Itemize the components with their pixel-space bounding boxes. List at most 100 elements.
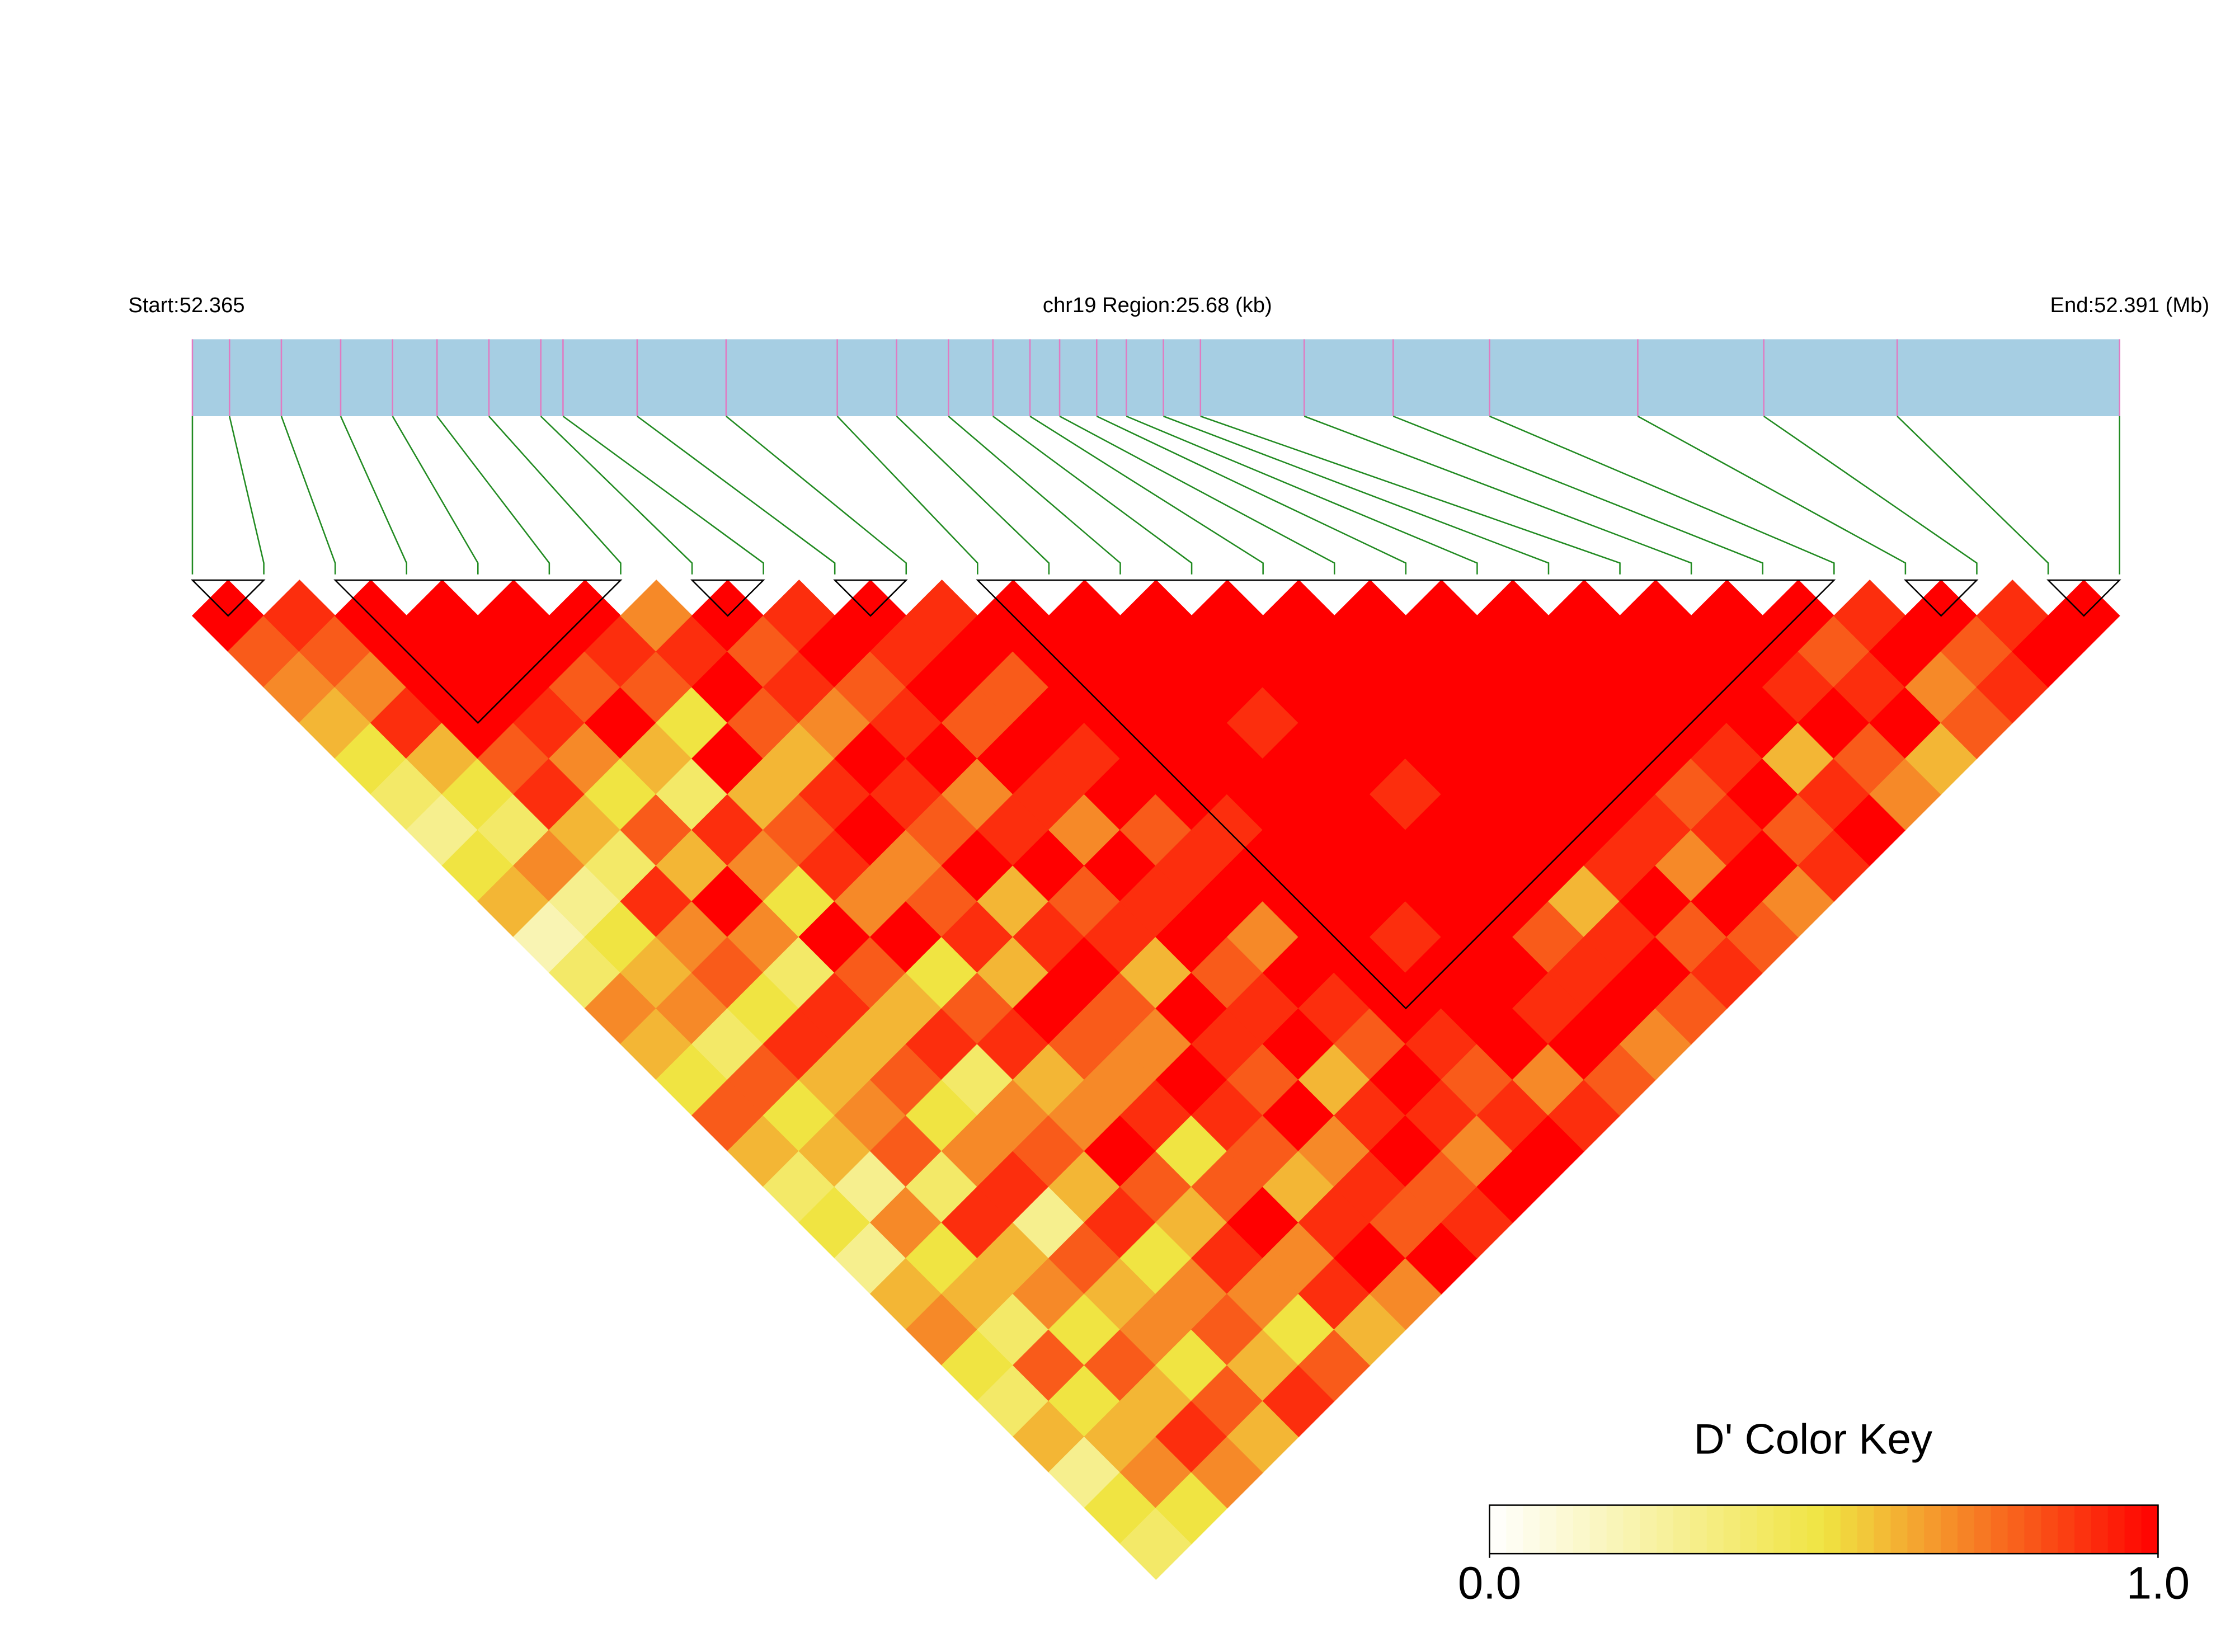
colorbar-step (2007, 1505, 2025, 1554)
ld-cell (763, 579, 836, 652)
colorbar-step (1506, 1505, 1524, 1554)
ld-cell (1619, 579, 1692, 652)
ld-cell (691, 865, 764, 938)
ld-cell (1619, 651, 1692, 724)
ld-cell (905, 651, 978, 724)
ld-cell (1691, 579, 1763, 652)
snp-link (1763, 415, 1978, 575)
snp-link (1897, 416, 2049, 575)
snp-link (1200, 415, 1621, 575)
ld-block (690, 579, 765, 617)
ld-cell (905, 793, 978, 867)
ld-cell (1048, 865, 1121, 938)
colorbar-step (2107, 1505, 2125, 1554)
ld-cell (1262, 936, 1335, 1009)
ld-cell (1798, 686, 1871, 759)
ld-cell (477, 579, 550, 652)
ld-cell (727, 686, 800, 759)
ld-cell (227, 615, 300, 688)
snp-link (992, 415, 1193, 575)
colorbar-step (2091, 1505, 2109, 1554)
ld-cell (1833, 579, 1906, 652)
ld-cell (869, 829, 943, 902)
snp-link (488, 416, 622, 575)
snp-link (1059, 415, 1335, 575)
ld-cell (1262, 1364, 1335, 1437)
ld-cell (2012, 615, 2085, 688)
ld-cell (1547, 579, 1621, 652)
ld-cell (798, 686, 871, 759)
colorbar-step (2041, 1505, 2059, 1554)
colorbar-step (1723, 1505, 1741, 1554)
colorbar-step (1857, 1505, 1875, 1554)
ld-cell (1262, 1008, 1335, 1081)
colorbar-step (1790, 1505, 1808, 1554)
ld-cell (406, 793, 479, 867)
colorbar-step (1991, 1505, 2008, 1554)
ld-cell (584, 686, 657, 759)
ld-cell (941, 615, 1014, 688)
colorbar-step (1807, 1505, 1825, 1554)
ld-cell (1262, 793, 1335, 867)
ld-cell (1262, 722, 1335, 795)
ld-cell (691, 1008, 764, 1081)
snp-link (1029, 415, 1264, 575)
ld-cell (1476, 651, 1550, 724)
snp-link (637, 415, 836, 575)
ld-cell (691, 651, 764, 724)
ld-cell (1155, 615, 1228, 688)
colorbar-step (1957, 1505, 1975, 1554)
ld-cell (1048, 722, 1121, 795)
ld-cell (905, 1008, 978, 1081)
ld-cell (1512, 757, 1585, 831)
ld-cell (941, 686, 1014, 759)
ld-cell (263, 651, 336, 724)
colorbar-step (1924, 1505, 1942, 1554)
ld-cell (905, 1150, 978, 1223)
colorbar-step (1673, 1505, 1691, 1554)
ld-cell (1833, 793, 1906, 867)
snp-link (340, 416, 407, 575)
snp-link (1392, 415, 1763, 575)
colorbar-step (1523, 1505, 1541, 1554)
ld-cell (691, 722, 764, 795)
ld-cell (1762, 865, 1835, 938)
ld-cell (869, 615, 943, 688)
ld-cell (869, 972, 943, 1045)
ld-cell (763, 651, 836, 724)
colorbar-step (1640, 1505, 1658, 1554)
ld-cell (1298, 1043, 1371, 1116)
ld-cell (1869, 686, 1942, 759)
ld-cell (441, 615, 515, 688)
snp-link (280, 416, 336, 575)
colorbar-step (1740, 1505, 1758, 1554)
ld-cell (1298, 1329, 1371, 1402)
colorbar-frame (1489, 1504, 2159, 1555)
ld-block (1903, 579, 1979, 617)
ld-cell (1833, 651, 1906, 724)
gene-track (192, 339, 2120, 416)
ld-cell (1976, 579, 2049, 652)
colorbar-step (1489, 1505, 1507, 1554)
ld-cell (1512, 901, 1585, 973)
colorbar-step (1540, 1505, 1558, 1554)
ld-cell (834, 1222, 907, 1295)
ld-cell (869, 901, 943, 973)
snp-link (1096, 415, 1407, 575)
ld-block (333, 579, 623, 724)
colorbar-step (2074, 1505, 2092, 1554)
ld-cell (1048, 936, 1121, 1009)
colorbar-step (1706, 1505, 1724, 1554)
region-label: chr19 Region:25.68 (kb) (1043, 293, 1272, 317)
ld-cell (1976, 651, 2049, 724)
ld-cell (1655, 615, 1728, 688)
ld-cell (1262, 579, 1335, 652)
ld-cell (834, 651, 907, 724)
ld-cell (441, 829, 515, 902)
ld-cell (1512, 1043, 1585, 1116)
snp-link (1304, 415, 1692, 575)
ld-cell (1619, 1008, 1692, 1081)
ld-cell (691, 793, 764, 867)
ld-cell (1869, 615, 1942, 688)
